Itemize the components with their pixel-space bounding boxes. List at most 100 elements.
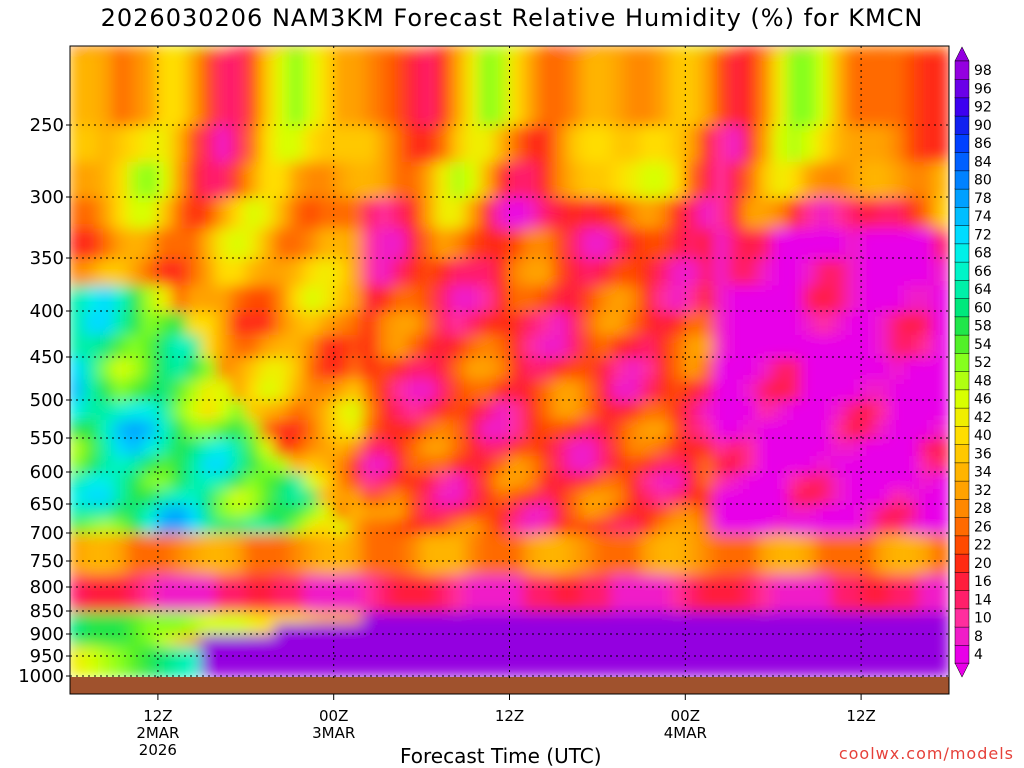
- rh-cell: [860, 257, 877, 286]
- rh-cell: [493, 665, 511, 677]
- rh-cell: [274, 377, 291, 401]
- rh-cell: [640, 621, 657, 635]
- rh-cell: [874, 621, 892, 635]
- rh-cell: [142, 46, 159, 126]
- rh-cell: [611, 644, 628, 657]
- rh-cell: [318, 356, 335, 380]
- rh-cell: [581, 283, 599, 312]
- rh-cell: [742, 437, 760, 456]
- rh-cell: [698, 573, 716, 588]
- rh-cell: [142, 610, 159, 624]
- rh-cell: [127, 655, 145, 667]
- rh-cell: [112, 310, 130, 335]
- rh-cell: [918, 546, 936, 562]
- rh-cell: [684, 399, 701, 420]
- rh-cell: [449, 196, 467, 229]
- rh-cell: [933, 621, 949, 635]
- rh-cell: [70, 257, 86, 286]
- rh-cell: [347, 573, 364, 588]
- rh-cell: [757, 356, 775, 380]
- rh-cell: [200, 517, 218, 534]
- colorbar-label: 4: [974, 647, 983, 663]
- rh-cell: [860, 487, 877, 505]
- rh-cell: [596, 46, 614, 126]
- rh-cell: [581, 356, 599, 380]
- rh-cell: [698, 377, 716, 401]
- rh-cell: [376, 487, 394, 505]
- rh-cell: [186, 356, 203, 380]
- rh-cell: [698, 610, 716, 624]
- rh-cell: [288, 610, 306, 624]
- rh-cell: [347, 46, 364, 126]
- rh-cell: [171, 655, 189, 667]
- rh-cell: [420, 333, 438, 358]
- rh-cell: [786, 257, 804, 286]
- rh-cell: [230, 437, 247, 456]
- rh-cell: [362, 46, 379, 126]
- rh-cell: [904, 573, 921, 588]
- colorbar-label: 46: [974, 392, 992, 408]
- rh-cell: [362, 573, 379, 588]
- rh-cell: [127, 665, 145, 677]
- rh-cell: [464, 598, 482, 612]
- rh-cell: [98, 124, 115, 162]
- rh-cell: [70, 356, 86, 380]
- rh-cell: [742, 356, 760, 380]
- rh-cell: [362, 610, 379, 624]
- rh-cell: [655, 633, 672, 646]
- rh-cell: [98, 665, 115, 677]
- rh-cell: [362, 487, 379, 505]
- rh-cell: [156, 517, 174, 534]
- rh-cell: [772, 644, 789, 657]
- rh-cell: [552, 560, 570, 575]
- rh-cell: [552, 586, 570, 600]
- rh-cell: [757, 418, 775, 439]
- rh-cell: [757, 598, 775, 612]
- rh-cell: [479, 437, 496, 456]
- rh-cell: [742, 633, 760, 646]
- rh-cell: [830, 532, 848, 548]
- rh-cell: [933, 418, 949, 439]
- rh-cell: [303, 46, 321, 126]
- colorbar-segment: [954, 498, 970, 518]
- rh-cell: [259, 598, 277, 612]
- rh-cell: [567, 124, 584, 162]
- rh-cell: [669, 610, 687, 624]
- rh-cell: [215, 196, 233, 229]
- rh-cell: [391, 487, 408, 505]
- rh-cell: [493, 418, 511, 439]
- colorbar-label: 42: [974, 410, 992, 426]
- rh-cell: [918, 471, 936, 489]
- rh-cell: [83, 333, 101, 358]
- rh-cell: [142, 517, 159, 534]
- rh-cell: [860, 560, 877, 575]
- y-tick-label: 300: [30, 187, 64, 208]
- rh-cell: [156, 333, 174, 358]
- rh-cell: [391, 454, 408, 473]
- rh-cell: [860, 517, 877, 534]
- rh-cell: [479, 560, 496, 575]
- rh-cell: [332, 418, 350, 439]
- rh-cell: [698, 546, 716, 562]
- rh-cell: [581, 503, 599, 520]
- rh-cell: [98, 160, 115, 198]
- rh-cell: [215, 532, 233, 548]
- rh-cell: [244, 226, 262, 259]
- rh-cell: [830, 665, 848, 677]
- colorbar-label: 80: [974, 173, 992, 189]
- rh-cell: [244, 160, 262, 198]
- rh-cell: [215, 598, 233, 612]
- rh-cell: [552, 399, 570, 420]
- rh-cell: [904, 196, 921, 229]
- rh-cell: [698, 471, 716, 489]
- rh-cell: [332, 333, 350, 358]
- rh-cell: [288, 454, 306, 473]
- rh-cell: [581, 665, 599, 677]
- rh-cell: [244, 644, 262, 657]
- rh-cell: [816, 196, 833, 229]
- rh-cell: [493, 560, 511, 575]
- rh-cell: [70, 418, 86, 439]
- rh-cell: [259, 356, 277, 380]
- rh-cell: [274, 633, 291, 646]
